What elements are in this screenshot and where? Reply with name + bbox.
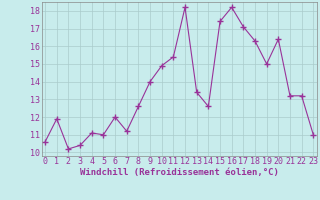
X-axis label: Windchill (Refroidissement éolien,°C): Windchill (Refroidissement éolien,°C) [80,168,279,177]
